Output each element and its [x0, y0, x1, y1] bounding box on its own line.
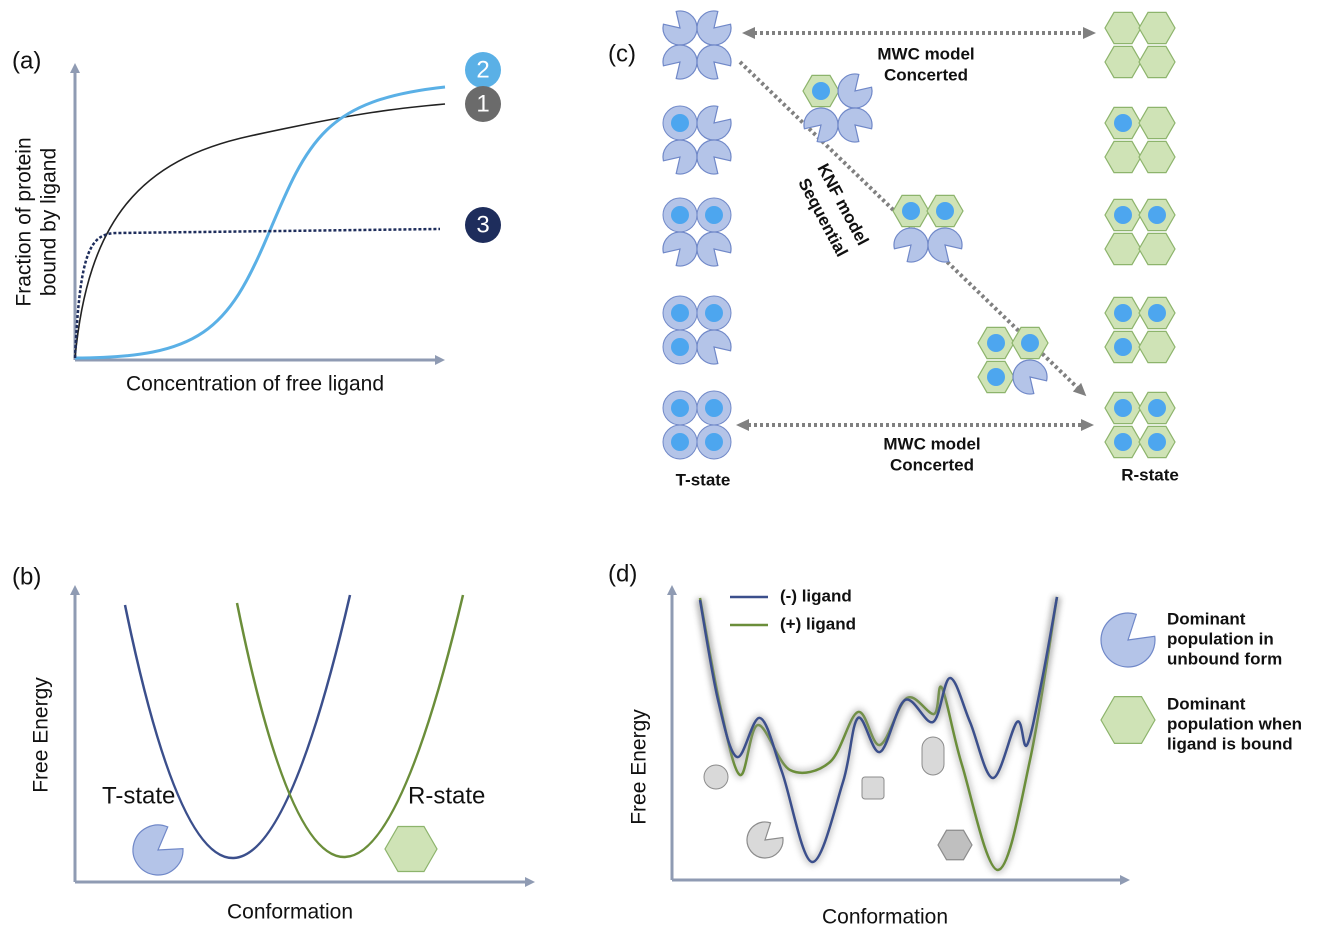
label: population in — [1167, 629, 1274, 648]
label: Dominant — [1167, 609, 1246, 628]
pacman — [804, 108, 838, 142]
pacman — [663, 45, 697, 79]
ligand — [1148, 206, 1166, 224]
ligand — [671, 338, 689, 356]
page: (a) 2 1 3 Fraction of proteinbound by ligand… — [0, 0, 1332, 929]
key-shape — [1101, 697, 1155, 744]
label: T-state — [102, 782, 175, 809]
ligand — [902, 202, 920, 220]
ligand — [1148, 304, 1166, 322]
ligand — [1114, 433, 1132, 451]
curve-r — [237, 595, 463, 857]
label: Fraction of protein — [13, 137, 36, 306]
label: (b) — [12, 563, 41, 590]
ligand — [705, 399, 723, 417]
pacman — [838, 108, 872, 142]
pacman — [697, 140, 731, 174]
label: bound by ligand — [38, 148, 61, 296]
label: ligand is bound — [1167, 734, 1293, 753]
ligand — [1021, 334, 1039, 352]
ligand — [1148, 433, 1166, 451]
hexagon — [1139, 141, 1175, 172]
pacman — [894, 228, 928, 262]
state-shape — [862, 777, 884, 799]
pacman — [133, 825, 183, 875]
label: Concentration of free ligand — [126, 373, 384, 396]
pacman — [1013, 360, 1047, 394]
hexagon — [1105, 141, 1141, 172]
label: Conformation — [822, 906, 948, 929]
ligand — [671, 114, 689, 132]
hexagon — [1105, 12, 1141, 43]
pacman — [663, 232, 697, 266]
hexagon — [1139, 46, 1175, 77]
label: Free Energy — [30, 677, 53, 793]
pacman — [663, 140, 697, 174]
label: (-) ligand — [780, 586, 852, 605]
label: MWC model — [883, 434, 980, 453]
label: 3 — [476, 211, 489, 238]
ligand — [705, 304, 723, 322]
pacman — [838, 74, 872, 108]
curve-2 — [75, 87, 445, 358]
ligand — [1114, 338, 1132, 356]
hexagon — [1139, 233, 1175, 264]
hexagon — [1139, 331, 1175, 362]
label: 2 — [476, 56, 489, 83]
label: 1 — [476, 90, 489, 117]
ligand — [671, 206, 689, 224]
pacman — [697, 45, 731, 79]
label: unbound form — [1167, 649, 1282, 668]
pacman — [697, 330, 731, 364]
label: T-state — [676, 470, 731, 489]
figure: (a) 2 1 3 Fraction of proteinbound by ligand… — [0, 0, 1332, 929]
ligand — [1114, 206, 1132, 224]
hexagon — [1105, 233, 1141, 264]
curve-3 — [75, 229, 440, 358]
ligand — [812, 82, 830, 100]
label: R-state — [1121, 465, 1179, 484]
state-shape — [704, 765, 728, 789]
label: Concerted — [890, 455, 974, 474]
ligand — [936, 202, 954, 220]
label: Dominant — [1167, 694, 1246, 713]
state-shape — [747, 822, 783, 858]
pacman — [697, 11, 731, 45]
label: (d) — [608, 560, 637, 587]
label: (c) — [608, 40, 636, 67]
ligand — [671, 399, 689, 417]
ligand — [705, 206, 723, 224]
hexagon — [385, 826, 437, 871]
ligand — [1148, 399, 1166, 417]
hexagon — [1105, 46, 1141, 77]
label: (a) — [12, 47, 41, 74]
label: R-state — [408, 782, 485, 809]
ligand — [987, 334, 1005, 352]
pacman — [697, 106, 731, 140]
pacman — [663, 11, 697, 45]
ligand — [1114, 399, 1132, 417]
label: Free Energy — [628, 709, 651, 825]
curve-glow — [700, 597, 1057, 862]
label: (+) ligand — [780, 614, 856, 633]
hexagon — [1139, 107, 1175, 138]
key-shape — [1101, 613, 1155, 667]
ligand — [987, 368, 1005, 386]
state-shape — [938, 830, 972, 859]
state-shape — [922, 737, 944, 775]
label: Concerted — [884, 65, 968, 84]
label: Conformation — [227, 901, 353, 924]
pacman — [928, 228, 962, 262]
hexagon — [1139, 12, 1175, 43]
ligand — [705, 433, 723, 451]
ligand — [1114, 304, 1132, 322]
ligand — [671, 433, 689, 451]
ligand — [1114, 114, 1132, 132]
label: MWC model — [877, 44, 974, 63]
curve-t — [125, 595, 350, 858]
ligand — [671, 304, 689, 322]
label: population when — [1167, 714, 1302, 733]
pacman — [697, 232, 731, 266]
